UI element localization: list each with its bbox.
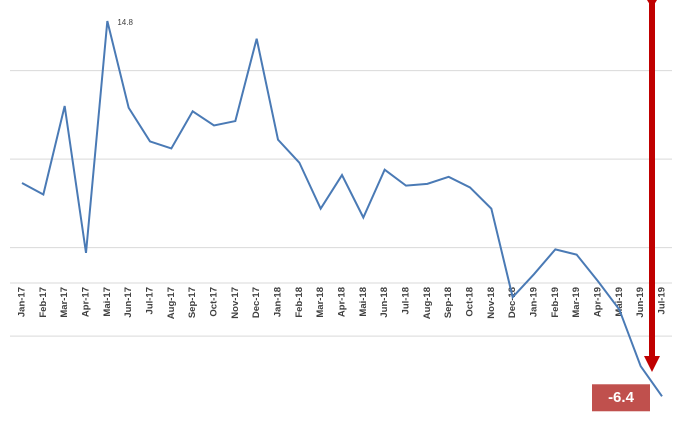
x-axis: Jan-17 Feb-17 Mar-17 Apr-17 Mai-17 Jun-17 Jul-… [10,282,672,319]
x-tick-label: Apr-19 [593,287,604,317]
x-tick-label: Mai-18 [358,287,369,317]
x-tick-label: Jun-17 [123,287,134,318]
x-tick-label: Jan-19 [529,287,540,317]
x-tick-label: Dec-18 [507,287,518,318]
x-tick-label: Dec-17 [251,287,262,318]
x-tick-label: Nov-17 [230,287,241,319]
x-tick-label: Jul-17 [145,287,156,314]
x-tick-label: Mai-17 [102,287,113,317]
x-tick-label: Mar-19 [571,287,582,318]
x-tick-label: Apr-18 [337,287,348,317]
x-tick-label: Jun-19 [635,287,646,318]
x-tick-label: Mai-19 [614,287,625,317]
x-tick-label: Feb-17 [38,287,49,318]
x-tick-label: Nov-18 [486,287,497,319]
x-tick-label: Mar-18 [315,287,326,318]
value-label: 14.8 [117,18,133,27]
x-tick-label: Jul-19 [657,287,668,314]
arrow [644,0,660,372]
x-tick-label: Oct-18 [465,287,476,317]
x-tick-label: Jan-18 [273,287,284,317]
x-tick-label: Jul-18 [401,287,412,314]
x-tick-label: Jan-17 [17,287,28,317]
value-label-box [592,384,650,412]
line [21,20,663,397]
x-tick-label: Mar-17 [59,287,70,318]
x-tick-label: Sep-18 [443,287,454,318]
x-tick-label: Jun-18 [379,287,390,318]
arrow-top [647,0,657,8]
series [21,20,663,397]
value-label: -6.4 [608,389,635,406]
x-tick-label: Apr-17 [81,287,92,317]
labels: 14.8 -6.4 [117,18,650,412]
x-tick-label: Sep-17 [187,287,198,318]
x-tick-label: Aug-17 [166,287,177,319]
x-tick-label: Feb-18 [294,287,305,318]
arrow-head [644,356,660,372]
x-tick-label: Oct-17 [209,287,220,317]
x-tick-label: Aug-18 [422,287,433,319]
x-tick-label: Feb-19 [550,287,561,318]
